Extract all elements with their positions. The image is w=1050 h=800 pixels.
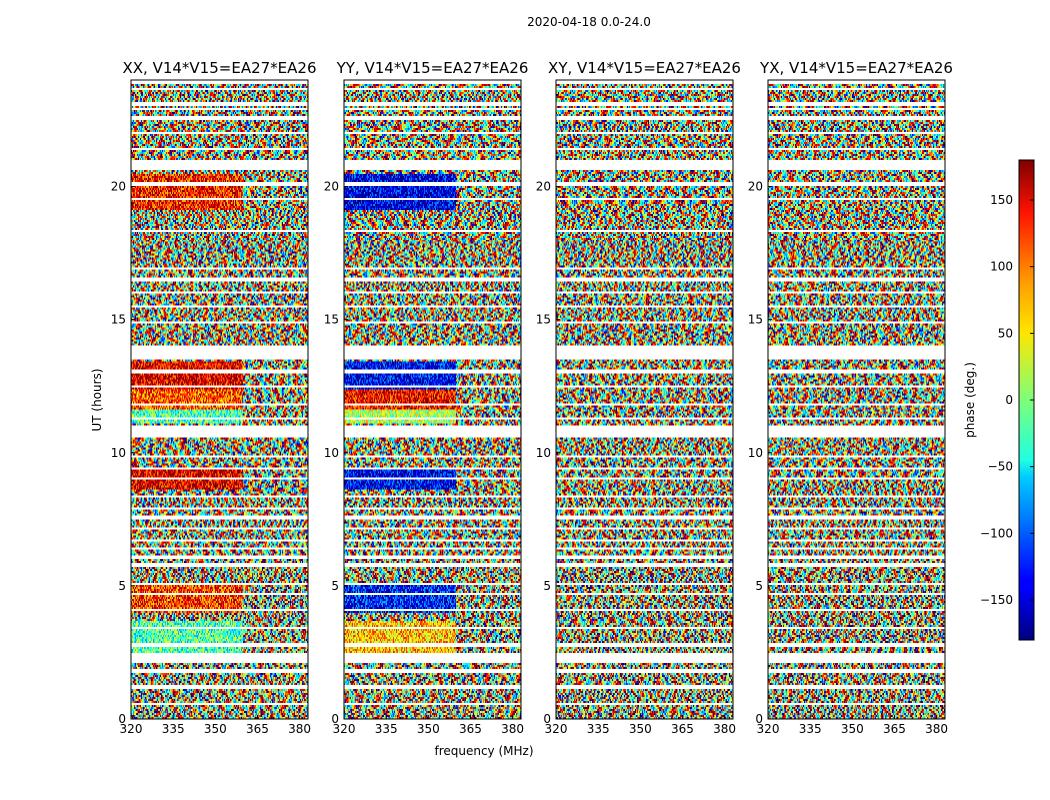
y-tick-label: 0 xyxy=(331,712,339,726)
x-tick-label: 320 xyxy=(757,722,780,736)
y-tick-label: 20 xyxy=(748,180,763,194)
x-axis-label: frequency (MHz) xyxy=(434,744,533,758)
y-tick-label: 10 xyxy=(324,446,339,460)
x-tick-label: 335 xyxy=(162,722,185,736)
y-tick-label: 10 xyxy=(536,446,551,460)
x-tick-label: 380 xyxy=(288,722,311,736)
y-tick-label: 15 xyxy=(324,313,339,327)
x-tick-label: 365 xyxy=(883,722,906,736)
x-tick-label: 365 xyxy=(246,722,269,736)
y-tick-label: 0 xyxy=(543,712,551,726)
y-tick-label: 5 xyxy=(118,579,126,593)
panel-2: XY, V14*V15=EA27*EA26 320 335 350 365 380 0 5 10… xyxy=(536,59,741,736)
panel-title: XX, V14*V15=EA27*EA26 xyxy=(122,59,316,77)
panel-0: XX, V14*V15=EA27*EA26 320 335 350 365 380 0 5 10… xyxy=(111,59,317,736)
y-tick-label: 20 xyxy=(324,180,339,194)
x-tick-label: 380 xyxy=(925,722,948,736)
panel-title: YY, V14*V15=EA27*EA26 xyxy=(336,59,529,77)
colorbar-tick-label: −50 xyxy=(988,460,1013,474)
x-tick-label: 365 xyxy=(671,722,694,736)
heatmap-canvas xyxy=(344,80,521,719)
x-tick-label: 350 xyxy=(417,722,440,736)
x-tick-label: 320 xyxy=(545,722,568,736)
y-tick-label: 10 xyxy=(111,446,126,460)
heatmap-canvas xyxy=(556,80,733,719)
panel-1: YY, V14*V15=EA27*EA26 320 335 350 365 380 0 5 10… xyxy=(324,59,529,736)
heatmap-canvas xyxy=(768,80,945,719)
panel-frame xyxy=(767,79,946,720)
x-tick-label: 380 xyxy=(713,722,736,736)
panel-title: XY, V14*V15=EA27*EA26 xyxy=(548,59,741,77)
x-tick-label: 350 xyxy=(204,722,227,736)
panel-title: YX, V14*V15=EA27*EA26 xyxy=(759,59,953,77)
colorbar: 150 100 50 0 −50 −100 −150 phase (deg.) xyxy=(963,159,1035,641)
colorbar-tick-label: 150 xyxy=(990,193,1013,207)
y-tick-label: 5 xyxy=(543,579,551,593)
y-tick-label: 0 xyxy=(755,712,763,726)
colorbar-ticks: 150 100 50 0 −50 −100 −150 xyxy=(980,193,1034,607)
colorbar-tick-label: −100 xyxy=(980,526,1013,540)
x-tick-label: 335 xyxy=(587,722,610,736)
panel-frame xyxy=(130,79,309,720)
x-tick-label: 350 xyxy=(841,722,864,736)
phase-heatmap xyxy=(768,80,945,719)
x-tick-label: 320 xyxy=(333,722,356,736)
panels: XX, V14*V15=EA27*EA26 320 335 350 365 380 0 5 10… xyxy=(111,59,953,736)
x-tick-label: 365 xyxy=(459,722,482,736)
y-tick-label: 5 xyxy=(331,579,339,593)
y-axis-label: UT (hours) xyxy=(90,368,104,431)
colorbar-tick-label: 0 xyxy=(1005,393,1013,407)
y-tick-label: 15 xyxy=(536,313,551,327)
panel-frame xyxy=(343,79,522,720)
colorbar-tick-label: 100 xyxy=(990,260,1013,274)
heatmap-canvas xyxy=(131,80,308,719)
x-tick-label: 335 xyxy=(375,722,398,736)
y-tick-label: 15 xyxy=(111,313,126,327)
colorbar-tick-label: 50 xyxy=(998,326,1013,340)
figure-title: 2020-04-18 0.0-24.0 xyxy=(527,15,651,29)
phase-heatmap xyxy=(344,80,521,719)
phase-heatmap xyxy=(556,80,733,719)
phase-heatmap xyxy=(131,80,308,719)
y-tick-label: 20 xyxy=(536,180,551,194)
panel-3: YX, V14*V15=EA27*EA26 320 335 350 365 380 0 5 10… xyxy=(748,59,953,736)
x-tick-label: 350 xyxy=(629,722,652,736)
x-tick-label: 380 xyxy=(501,722,524,736)
y-tick-label: 10 xyxy=(748,446,763,460)
colorbar-label: phase (deg.) xyxy=(963,362,977,438)
panel-frame xyxy=(555,79,734,720)
y-tick-label: 5 xyxy=(755,579,763,593)
x-tick-label: 335 xyxy=(799,722,822,736)
colorbar-tick-label: −150 xyxy=(980,593,1013,607)
x-tick-label: 320 xyxy=(120,722,143,736)
y-tick-label: 0 xyxy=(118,712,126,726)
y-tick-label: 20 xyxy=(111,180,126,194)
y-tick-label: 15 xyxy=(748,313,763,327)
